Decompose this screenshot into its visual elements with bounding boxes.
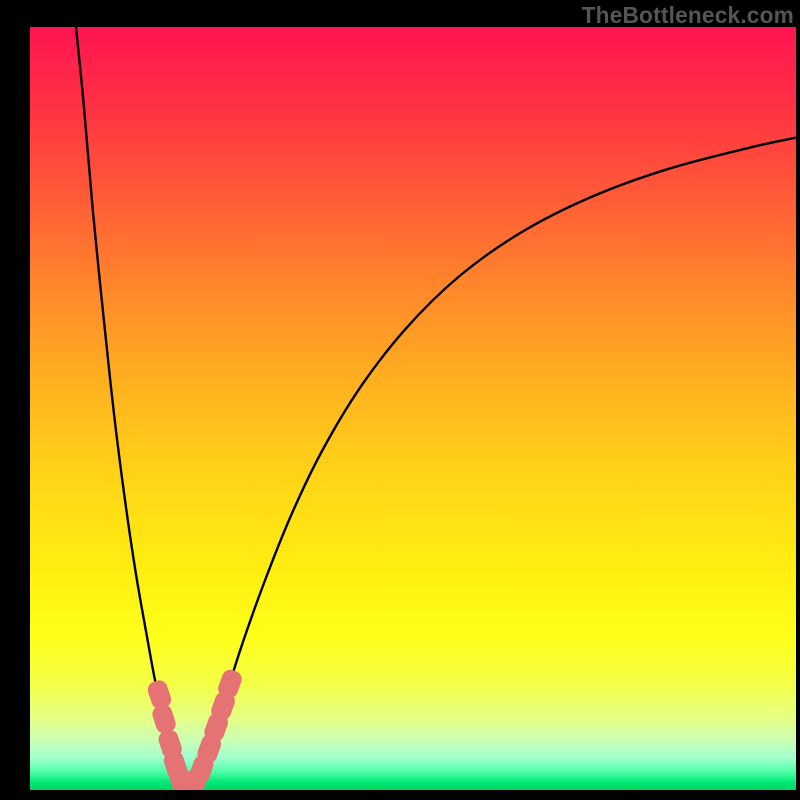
plot-frame-border: [30, 27, 796, 790]
watermark-text: TheBottleneck.com: [582, 2, 794, 29]
chart-stage: TheBottleneck.com: [0, 0, 800, 800]
